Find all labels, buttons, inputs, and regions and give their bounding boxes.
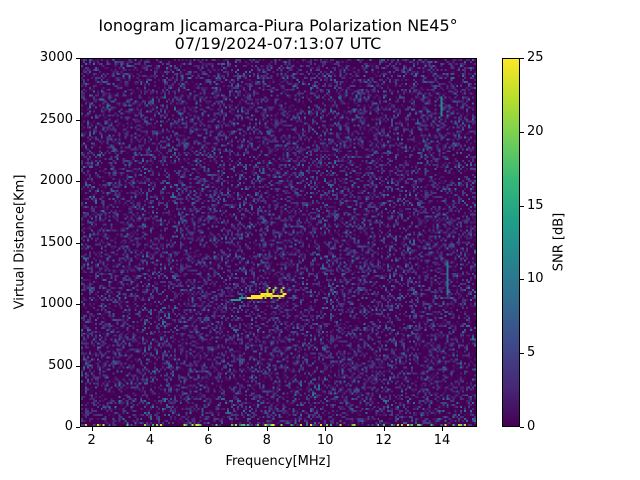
- colorbar-tick: [520, 131, 524, 133]
- x-tick: [150, 427, 152, 431]
- colorbar-tick-label: 15: [527, 197, 544, 213]
- y-tick-label: 1500: [39, 234, 73, 250]
- y-tick: [76, 119, 80, 121]
- x-tick: [91, 427, 93, 431]
- colorbar-tick-label: 0: [527, 419, 536, 434]
- colorbar-tick-label: 5: [527, 345, 536, 361]
- chart-subtitle: 07/19/2024-07:13:07 UTC: [174, 34, 382, 53]
- colorbar-tick: [520, 279, 524, 281]
- x-tick: [441, 427, 443, 431]
- x-tick: [325, 427, 327, 431]
- y-tick-label: 3000: [39, 50, 73, 65]
- y-tick-label: 0: [64, 419, 73, 434]
- y-tick: [76, 304, 80, 305]
- colorbar-tick: [520, 58, 524, 59]
- chart-title: Ionogram Jicamarca-Piura Polarization NE…: [98, 16, 458, 35]
- heatmap-canvas: [81, 59, 476, 426]
- y-tick: [76, 58, 80, 59]
- y-tick: [76, 181, 80, 182]
- colorbar-tick: [520, 353, 524, 355]
- x-axis-label: Frequency[MHz]: [225, 454, 331, 469]
- x-tick-label: 8: [262, 433, 271, 448]
- x-tick-label: 14: [433, 433, 451, 448]
- x-tick-label: 10: [316, 433, 334, 448]
- colorbar-tick-label: 20: [527, 123, 544, 139]
- colorbar-tick: [520, 427, 524, 428]
- colorbar: [502, 58, 520, 427]
- x-tick: [266, 427, 268, 431]
- colorbar-tick-label: 25: [527, 50, 544, 65]
- y-tick: [76, 427, 80, 428]
- y-axis-label: Virtual Distance[Km]: [12, 174, 28, 310]
- x-tick: [208, 427, 210, 431]
- colorbar-tick: [520, 205, 524, 207]
- y-tick: [76, 242, 80, 244]
- y-tick-label: 1000: [39, 296, 73, 311]
- x-tick-label: 12: [375, 433, 392, 448]
- y-tick-label: 500: [48, 357, 73, 373]
- x-tick-label: 6: [204, 433, 213, 448]
- y-tick-label: 2500: [39, 111, 73, 127]
- x-tick: [383, 427, 385, 431]
- x-tick-label: 4: [145, 433, 155, 448]
- y-tick: [76, 365, 80, 367]
- x-tick-label: 2: [87, 433, 96, 448]
- colorbar-label: SNR [dB]: [551, 212, 567, 272]
- ionogram-heatmap: [80, 58, 477, 427]
- y-tick-label: 2000: [39, 173, 73, 188]
- colorbar-tick-label: 10: [527, 271, 544, 287]
